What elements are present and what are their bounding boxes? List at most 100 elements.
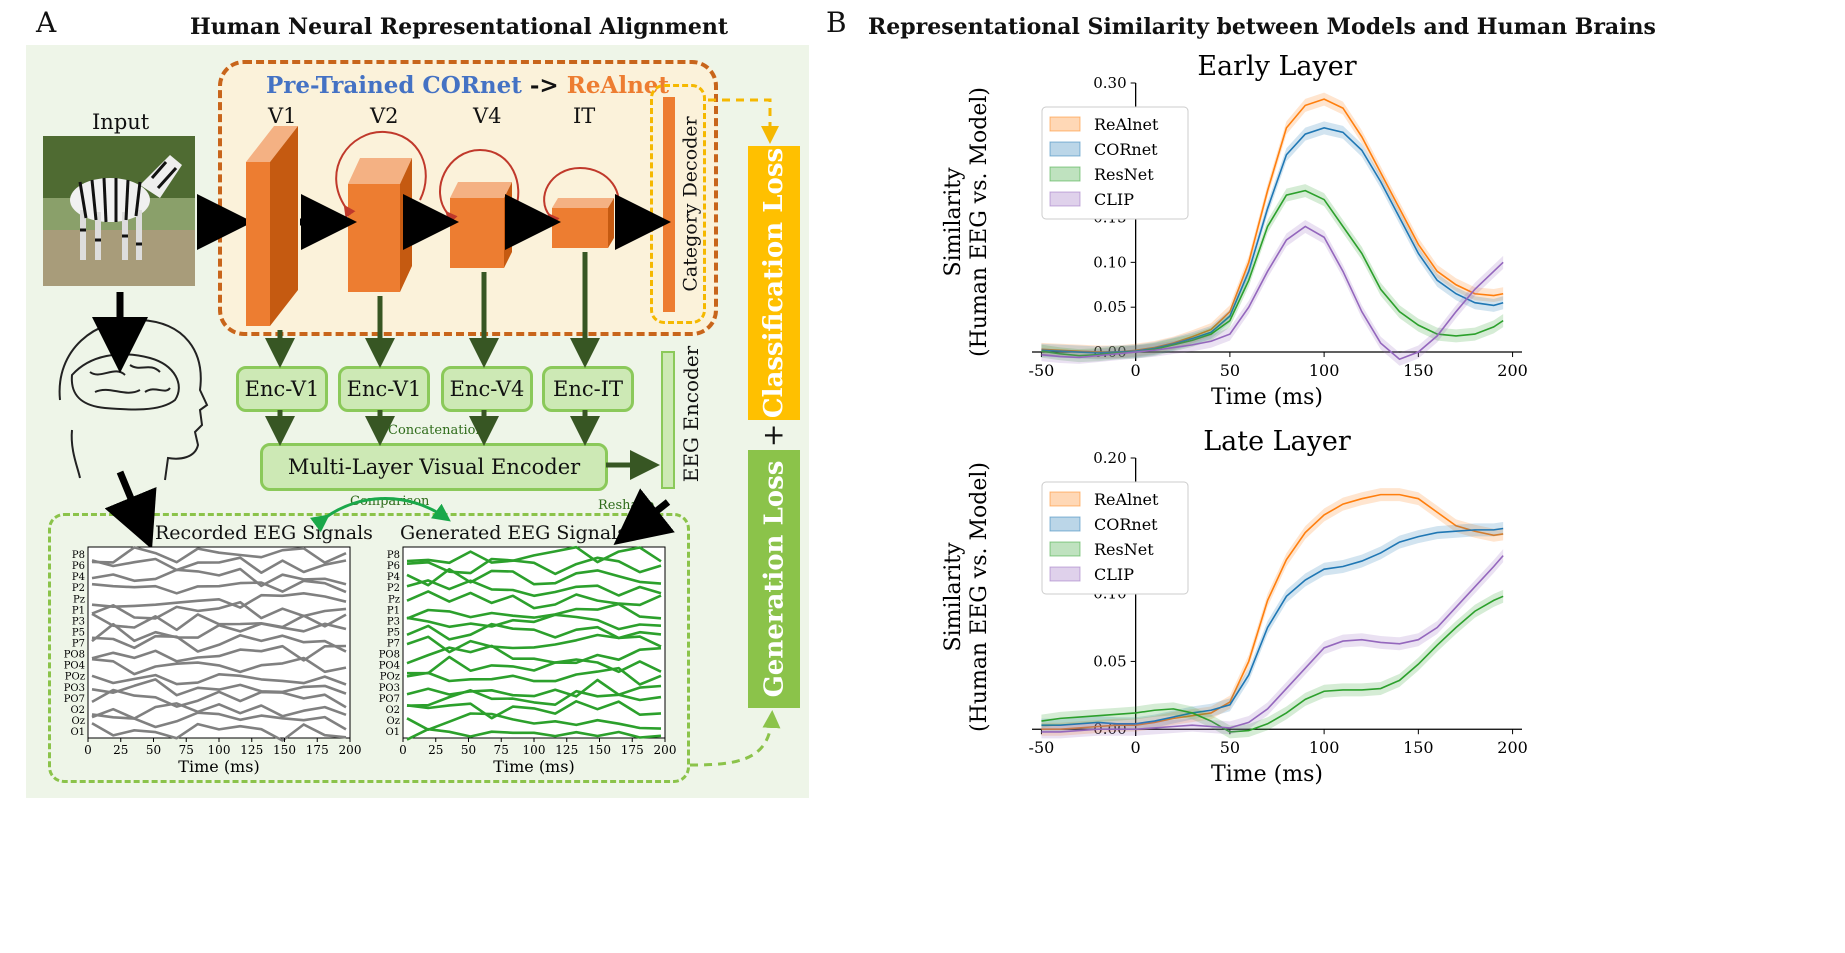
eeg-x-tick-label: 125 — [555, 743, 578, 757]
series-band-clip — [1041, 549, 1504, 739]
multi-layer-visual-encoder: Multi-Layer Visual Encoder — [260, 443, 608, 491]
eeg-trace-o2 — [406, 700, 662, 720]
eeg-x-tick-label: 75 — [494, 743, 509, 757]
eeg-trace-po7 — [406, 689, 662, 707]
zebra-input-image — [43, 136, 195, 286]
eeg-channel-label: P6 — [387, 561, 400, 572]
stage-label-v2: V2 — [370, 104, 399, 128]
legend-swatch — [1049, 141, 1081, 157]
eeg-channel-label: P2 — [72, 583, 85, 594]
series-band-realnet — [1041, 92, 1504, 359]
x-tick-label: 100 — [1309, 361, 1340, 380]
legend-swatch — [1049, 566, 1081, 582]
eeg-x-tick-label: 75 — [179, 743, 194, 757]
eeg-encoder-bar — [661, 351, 675, 489]
eeg-channel-label: POz — [380, 672, 400, 683]
classification-connector — [708, 98, 779, 144]
legend-label: ResNet — [1094, 540, 1154, 559]
eeg-trace-po8 — [91, 644, 347, 663]
y-tick-label: 0.05 — [1093, 652, 1126, 670]
enc-v2-box: Enc-V1 — [338, 366, 430, 412]
y-tick-label: 0.05 — [1093, 298, 1126, 316]
stage-label-it: IT — [573, 104, 596, 128]
eeg-x-tick-label: 50 — [461, 743, 476, 757]
eeg-channel-label: P7 — [387, 639, 400, 650]
enc-v1-box: Enc-V1 — [236, 366, 328, 412]
legend-box — [1041, 106, 1189, 220]
legend-label: ReAlnet — [1094, 115, 1159, 134]
x-axis-label: Time (ms) — [1211, 762, 1323, 787]
legend-swatch — [1049, 491, 1081, 507]
eeg-channel-label: P7 — [72, 639, 85, 650]
legend-swatch — [1049, 191, 1081, 207]
eeg-channel-label: P3 — [72, 616, 85, 627]
legend-box — [1041, 481, 1189, 595]
eeg-channel-label: P1 — [387, 605, 400, 616]
eeg-x-tick-label: 25 — [428, 743, 443, 757]
diagram-graphics: P8P6P4P2PzP1P3P5P7PO8PO4POzPO3PO7O2OzO10… — [43, 98, 781, 776]
series-line-cornet — [1041, 127, 1504, 354]
eeg-channel-label: PO4 — [64, 661, 85, 672]
eeg-channel-label: P1 — [72, 605, 85, 616]
legend-label: CORnet — [1094, 515, 1158, 534]
legend-label: CLIP — [1094, 565, 1134, 584]
eeg-x-tick-label: 150 — [273, 743, 296, 757]
eeg-trace-p5 — [91, 622, 347, 643]
y-axis-label-line1: Similarity — [941, 167, 966, 277]
eeg-trace-p2 — [91, 579, 347, 595]
eeg-channel-label: P6 — [72, 561, 85, 572]
eeg-x-tick-label: 150 — [588, 743, 611, 757]
x-tick-label: 100 — [1309, 738, 1340, 757]
eeg-trace-oz — [406, 712, 662, 731]
eeg-trace-po8 — [406, 644, 662, 665]
panel-b-title: Representational Similarity between Mode… — [868, 14, 1656, 40]
v2-block — [348, 158, 412, 292]
eeg-x-tick-label: 25 — [113, 743, 128, 757]
eeg-channel-label: O1 — [70, 727, 85, 738]
eeg-channel-label: P4 — [387, 572, 400, 583]
eeg-x-tick-label: 200 — [339, 743, 362, 757]
eeg-channel-label: Oz — [387, 716, 400, 727]
eeg-channel-label: POz — [65, 672, 85, 683]
comparison-arrow — [310, 497, 451, 533]
eeg-channel-label: P8 — [72, 550, 85, 561]
v4-block — [450, 182, 512, 268]
series-band-clip — [1041, 219, 1504, 366]
legend-label: CORnet — [1094, 140, 1158, 159]
y-tick-label: 0.30 — [1093, 74, 1126, 92]
y-axis-label-line1: Similarity — [941, 542, 966, 652]
eeg-x-tick-label: 175 — [306, 743, 329, 757]
eeg-channel-label: Pz — [388, 594, 400, 605]
eeg-trace-p1 — [406, 602, 662, 620]
human-head-sketch — [58, 318, 209, 481]
x-tick-label: 150 — [1403, 361, 1434, 380]
eeg-trace-po3 — [91, 678, 347, 697]
eeg-channel-label: PO3 — [379, 683, 400, 694]
eeg-channel-label: PO8 — [64, 650, 85, 661]
generation-connector — [689, 710, 781, 767]
eeg-channel-label: P5 — [72, 627, 85, 638]
eeg-channel-label: P3 — [387, 616, 400, 627]
x-tick-label: 200 — [1497, 361, 1528, 380]
y-axis-label-line2: (Human EEG vs. Model) — [967, 87, 992, 357]
concatenation-label: Concatenation — [388, 423, 484, 438]
x-tick-label: 0 — [1131, 738, 1141, 757]
eeg-channel-label: Pz — [73, 594, 85, 605]
header-arrow: -> — [529, 72, 559, 99]
panel-b-letter: B — [826, 6, 847, 39]
eeg-channel-label: O2 — [385, 705, 400, 716]
encoder-arrows — [265, 252, 660, 480]
legend-swatch — [1049, 166, 1081, 182]
chart-title: Early Layer — [1197, 51, 1356, 82]
v1-block — [246, 126, 298, 326]
panel-a-letter: A — [36, 6, 57, 39]
x-tick-label: 50 — [1220, 361, 1240, 380]
x-tick-label: 0 — [1131, 361, 1141, 380]
stage-label-v4: V4 — [473, 104, 502, 128]
eeg-trace-po4 — [91, 656, 347, 676]
eeg-channel-label: Oz — [72, 716, 85, 727]
input-arrows — [92, 194, 675, 550]
panel-a-title: Human Neural Representational Alignment — [190, 14, 729, 40]
eeg-trace-oz — [91, 711, 347, 731]
